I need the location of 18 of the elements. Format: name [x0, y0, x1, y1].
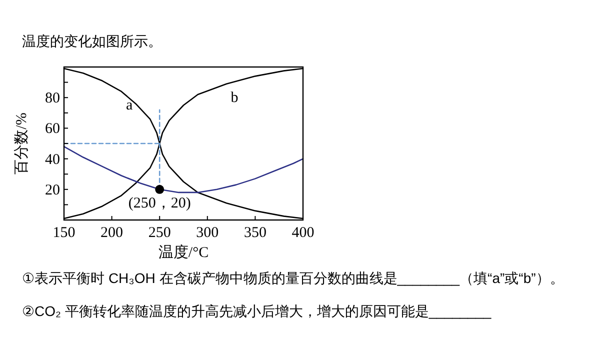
x-axis-title: 温度/°C [158, 244, 209, 261]
text: 温度的变化如图所示。 [22, 33, 162, 49]
series-label: a [126, 97, 134, 114]
x-tick-label: 250 [148, 225, 171, 241]
y-tick-label: 20 [45, 182, 60, 198]
y-tick-label: 80 [45, 90, 60, 107]
series-label: b [230, 90, 238, 106]
annotation: (250，20) [128, 195, 191, 212]
y-axis-title: 百分数/% [13, 112, 30, 174]
x-tick-label: 150 [52, 225, 76, 241]
text: ①表示平衡时 CH₃OH 在含碳产物中物质的量百分数的曲线是________（填“a”或“b”）。 [22, 270, 564, 286]
x-tick-label: 350 [244, 225, 266, 241]
y-tick-label: 40 [45, 152, 60, 168]
x-tick-label: 300 [196, 225, 219, 241]
x-tick-label: 400 [292, 225, 314, 241]
x-tick-label: 200 [100, 225, 124, 241]
text: ②CO₂ 平衡转化率随温度的升高先减小后增大，增大的原因可能是________ [22, 303, 492, 319]
y-tick-label: 60 [45, 121, 60, 138]
